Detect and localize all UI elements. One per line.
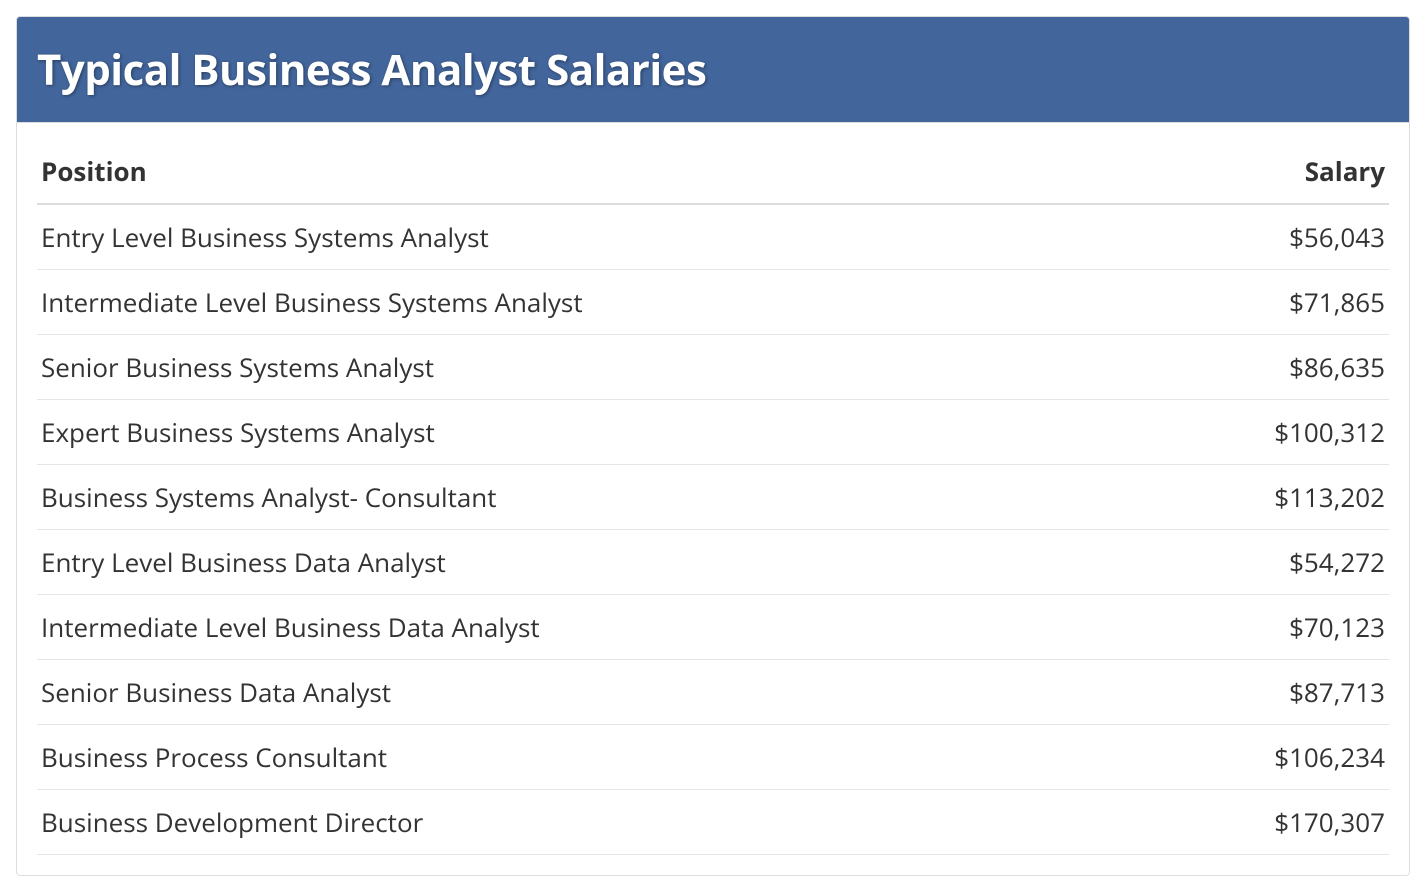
table-row: Expert Business Systems Analyst$100,312: [37, 400, 1389, 465]
salary-cell: $170,307: [1149, 790, 1389, 855]
table-row: Intermediate Level Business Systems Anal…: [37, 270, 1389, 335]
salary-cell: $86,635: [1149, 335, 1389, 400]
salary-cell: $106,234: [1149, 725, 1389, 790]
column-header-position: Position: [37, 143, 1149, 204]
table-row: Business Systems Analyst- Consultant$113…: [37, 465, 1389, 530]
salary-cell: $100,312: [1149, 400, 1389, 465]
table-row: Intermediate Level Business Data Analyst…: [37, 595, 1389, 660]
position-cell: Entry Level Business Systems Analyst: [37, 204, 1149, 270]
column-header-salary: Salary: [1149, 143, 1389, 204]
position-cell: Intermediate Level Business Data Analyst: [37, 595, 1149, 660]
salary-cell: $54,272: [1149, 530, 1389, 595]
table-title: Typical Business Analyst Salaries: [37, 41, 1389, 98]
salary-cell: $70,123: [1149, 595, 1389, 660]
salary-cell: $56,043: [1149, 204, 1389, 270]
salary-cell: $87,713: [1149, 660, 1389, 725]
position-cell: Business Process Consultant: [37, 725, 1149, 790]
salary-table-container: Typical Business Analyst Salaries Positi…: [16, 16, 1410, 876]
table-row: Senior Business Systems Analyst$86,635: [37, 335, 1389, 400]
position-cell: Intermediate Level Business Systems Anal…: [37, 270, 1149, 335]
table-row: Senior Business Data Analyst$87,713: [37, 660, 1389, 725]
table-header: Typical Business Analyst Salaries: [17, 17, 1409, 123]
position-cell: Entry Level Business Data Analyst: [37, 530, 1149, 595]
position-cell: Expert Business Systems Analyst: [37, 400, 1149, 465]
position-cell: Business Systems Analyst- Consultant: [37, 465, 1149, 530]
table-header-row: Position Salary: [37, 143, 1389, 204]
position-cell: Senior Business Data Analyst: [37, 660, 1149, 725]
salary-cell: $113,202: [1149, 465, 1389, 530]
salary-cell: $71,865: [1149, 270, 1389, 335]
table-content: Position Salary Entry Level Business Sys…: [17, 123, 1409, 875]
position-cell: Senior Business Systems Analyst: [37, 335, 1149, 400]
salary-table: Position Salary Entry Level Business Sys…: [37, 143, 1389, 855]
table-row: Business Development Director$170,307: [37, 790, 1389, 855]
position-cell: Business Development Director: [37, 790, 1149, 855]
table-row: Entry Level Business Data Analyst$54,272: [37, 530, 1389, 595]
table-row: Entry Level Business Systems Analyst$56,…: [37, 204, 1389, 270]
table-row: Business Process Consultant$106,234: [37, 725, 1389, 790]
